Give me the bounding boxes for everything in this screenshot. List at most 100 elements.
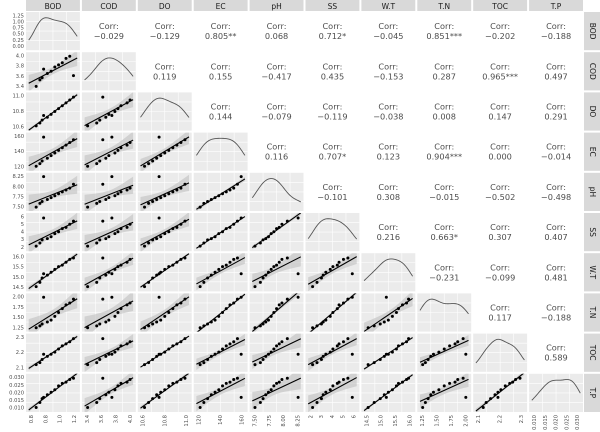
data-point — [315, 280, 319, 284]
strip-right-toc — [584, 333, 600, 372]
data-point — [95, 241, 99, 245]
corr-label-ec-ss: Corr: — [322, 142, 342, 152]
panel-bod-ec — [193, 12, 248, 51]
data-point — [337, 342, 341, 346]
data-point — [110, 135, 114, 139]
corr-value-ss-t-n: 0.663* — [430, 232, 458, 242]
data-point — [159, 235, 163, 239]
data-point — [202, 400, 206, 404]
data-point — [104, 156, 108, 160]
data-point — [396, 344, 400, 348]
corr-value-ph-toc: −0.502 — [485, 192, 515, 202]
strip-label-right-t-n: T.N — [588, 306, 597, 319]
data-point — [107, 352, 111, 356]
data-point — [86, 406, 90, 410]
data-point — [224, 190, 228, 194]
tick-label-y: 0.75 — [12, 26, 24, 32]
confidence-band — [308, 373, 357, 412]
data-point — [315, 324, 319, 328]
data-point — [232, 340, 236, 344]
tick-label-x: 1.0 — [58, 415, 64, 423]
data-point — [198, 363, 202, 367]
data-point — [68, 54, 72, 58]
data-point — [147, 361, 151, 365]
data-point — [175, 260, 179, 264]
data-point — [328, 350, 332, 354]
strip-top-ph — [249, 0, 304, 11]
data-point — [442, 384, 446, 388]
corr-value-bod-ph: 0.068 — [265, 31, 288, 41]
regression-line — [307, 256, 357, 285]
data-point — [57, 148, 61, 152]
strip-label-top-ec: EC — [216, 2, 226, 11]
data-point — [280, 301, 284, 305]
data-point — [311, 406, 315, 410]
data-point — [232, 186, 236, 190]
data-point — [57, 192, 61, 196]
data-point — [261, 357, 265, 361]
data-point — [390, 388, 394, 392]
data-point — [49, 196, 53, 200]
data-point — [42, 272, 46, 276]
tick-label-y: 0.020 — [9, 390, 24, 396]
data-point — [183, 182, 187, 186]
data-point — [429, 354, 433, 358]
panel-cod-w-t — [361, 52, 416, 91]
data-point — [319, 397, 323, 401]
data-point — [125, 188, 129, 192]
data-point — [277, 225, 281, 229]
data-point — [40, 76, 44, 80]
data-point — [45, 156, 49, 160]
data-point — [511, 380, 515, 384]
data-point — [101, 219, 105, 223]
corr-value-ec-t-p: −0.014 — [541, 152, 571, 162]
data-point — [206, 357, 210, 361]
data-point — [101, 297, 105, 301]
data-point — [328, 388, 332, 392]
data-point — [264, 354, 268, 358]
data-point — [328, 267, 332, 271]
data-point — [183, 297, 187, 301]
data-point — [324, 352, 328, 356]
strip-label-right-toc: TOC — [588, 344, 597, 361]
data-point — [239, 295, 243, 299]
data-point — [53, 194, 57, 198]
data-point — [42, 352, 46, 356]
panel-cod-ss — [305, 52, 360, 91]
confidence-band — [84, 92, 134, 131]
data-point — [275, 227, 279, 231]
tick-label-x: 0.020 — [554, 415, 560, 430]
data-point — [217, 267, 221, 271]
density-curve-ec — [196, 137, 246, 156]
data-point — [464, 395, 468, 399]
panel-t-n-t-p — [529, 293, 583, 332]
data-point — [350, 295, 354, 299]
data-point — [453, 380, 457, 384]
data-point — [143, 164, 147, 168]
data-point — [57, 347, 61, 351]
data-point — [159, 196, 163, 200]
corr-label-ph-t-n: Corr: — [434, 182, 454, 192]
corr-value-ph-w-t: 0.308 — [377, 192, 400, 202]
data-point — [171, 146, 175, 150]
data-point — [213, 235, 217, 239]
data-point — [45, 393, 49, 397]
corr-value-ss-toc: 0.307 — [488, 232, 511, 242]
data-point — [331, 311, 335, 314]
panel-ph-ss — [305, 172, 360, 211]
data-point — [64, 225, 68, 229]
corr-label-cod-toc: Corr: — [490, 61, 510, 71]
data-point — [95, 121, 99, 125]
corr-value-ec-toc: 0.000 — [488, 152, 511, 162]
data-point — [213, 352, 217, 356]
data-point — [157, 135, 161, 139]
tick-label-y: 8.00 — [12, 184, 24, 190]
data-point — [228, 225, 232, 229]
data-point — [209, 354, 213, 358]
data-point — [407, 376, 411, 380]
tick-label-x: 2.00 — [463, 415, 469, 427]
corr-label-do-w-t: Corr: — [378, 102, 398, 112]
data-point — [275, 344, 279, 348]
corr-label-cod-t-p: Corr: — [546, 61, 566, 71]
panel-w-t-t-n — [417, 253, 472, 292]
